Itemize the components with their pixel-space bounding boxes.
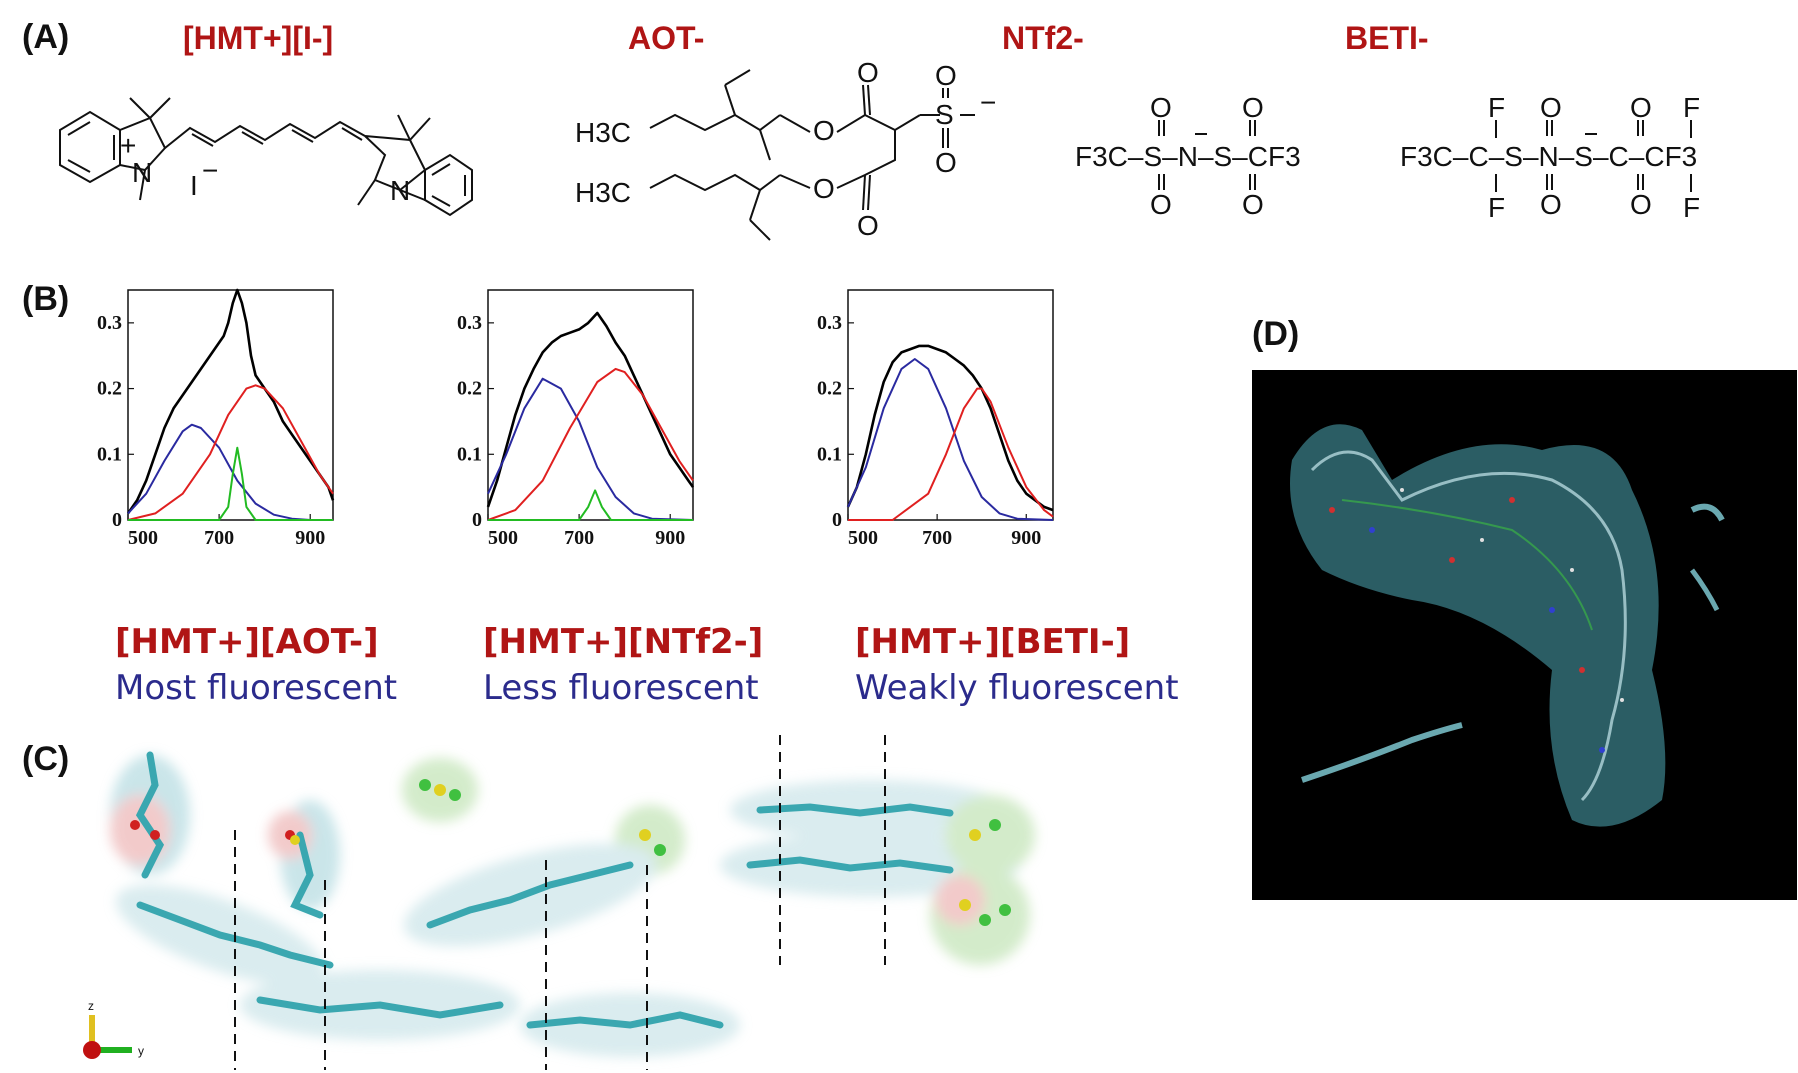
panel-d-label: (D) xyxy=(1252,315,1300,353)
spectrum-chart-ntf2: 500 700 900 0 0.1 0.2 0.3 xyxy=(457,289,695,549)
beti-formula: F3C–C–S–N–S–C–CF3 xyxy=(1400,141,1697,172)
aot-carbonyl-o-top: O xyxy=(857,60,879,88)
x-tick-label: 500 xyxy=(488,527,518,549)
svg-text:O: O xyxy=(1630,189,1652,220)
structure-title-ntf2: NTf2- xyxy=(1002,20,1084,56)
beti-structure-diagram: F F O O O O F F F3C–C–S–N–S–C–CF3 xyxy=(1400,92,1700,222)
axis-z-label: z xyxy=(88,999,94,1013)
hmt-structure-diagram: N N + I − xyxy=(59,97,473,217)
series-line-0 xyxy=(486,311,695,508)
aot-oxide: − xyxy=(980,87,996,118)
aot-sulfur: S xyxy=(935,99,954,130)
hmt-nitrogen-right: N xyxy=(390,175,410,206)
simulation-snapshot xyxy=(1252,370,1797,900)
spectrum-chart-aot: 500 700 900 0 0.1 0.2 0.3 xyxy=(97,288,335,549)
salt-desc-ntf2: Less fluorescent xyxy=(483,668,759,708)
salt-desc-beti: Weakly fluorescent xyxy=(855,668,1179,708)
aot-sulfonyl-o-top: O xyxy=(935,60,957,91)
y-tick-label: 0 xyxy=(112,509,122,531)
series-line-1 xyxy=(127,423,333,521)
series-line-1 xyxy=(847,358,1054,521)
hmt-plus-charge: + xyxy=(120,130,136,161)
y-tick-label: 0.2 xyxy=(97,378,122,400)
svg-text:O: O xyxy=(1540,92,1562,123)
x-tick-label: 900 xyxy=(295,527,325,549)
x-tick-label: 900 xyxy=(1011,527,1041,549)
svg-text:O: O xyxy=(1150,189,1172,220)
salt-name-aot: [HMT+][AOT-] xyxy=(115,622,379,662)
x-tick-label: 700 xyxy=(204,527,234,549)
y-tick-label: 0.2 xyxy=(817,378,842,400)
series-line-2 xyxy=(127,384,334,521)
axis-triad-icon xyxy=(83,1015,132,1059)
x-tick-label: 500 xyxy=(848,527,878,549)
structure-title-beti: BETI- xyxy=(1345,20,1429,56)
y-tick-label: 0.3 xyxy=(97,312,122,334)
y-tick-label: 0.2 xyxy=(457,378,482,400)
molecular-aggregate xyxy=(1290,424,1725,827)
svg-text:O: O xyxy=(1150,92,1172,123)
axis-y-label: y xyxy=(138,1044,144,1058)
aot-ester-o-bottom: O xyxy=(813,173,835,204)
salt-name-beti: [HMT+][BETI-] xyxy=(855,622,1131,662)
panel-c-label: (C) xyxy=(22,740,70,778)
ntf2-formula: F3C–S–N–S–CF3 xyxy=(1075,141,1301,172)
panel-b-label: (B) xyxy=(22,280,70,318)
series-line-0 xyxy=(846,344,1054,512)
plot-frame xyxy=(847,289,1054,521)
aot-methyl-top: H3C xyxy=(575,117,631,148)
y-tick-label: 0.1 xyxy=(457,443,482,465)
aot-methyl-bottom: H3C xyxy=(575,177,631,208)
hmt-nitrogen-left: N xyxy=(132,157,152,188)
aot-sulfonyl-o-bottom: O xyxy=(935,147,957,178)
svg-text:F: F xyxy=(1683,92,1700,123)
series-line-3 xyxy=(488,489,693,521)
svg-text:O: O xyxy=(1242,189,1264,220)
x-tick-label: 900 xyxy=(655,527,685,549)
series-line-2 xyxy=(487,367,694,521)
series-line-2 xyxy=(848,387,1054,521)
series-line-1 xyxy=(487,377,694,521)
x-tick-label: 500 xyxy=(128,527,158,549)
y-tick-label: 0 xyxy=(472,509,482,531)
aot-carbonyl-o-bottom: O xyxy=(857,210,879,241)
series-line-3 xyxy=(128,446,333,521)
svg-text:F: F xyxy=(1488,92,1505,123)
series-line-0 xyxy=(126,288,335,515)
y-tick-label: 0.3 xyxy=(457,312,482,334)
x-tick-label: 700 xyxy=(922,527,952,549)
ntf2-structure-diagram: O O O O F3C–S–N–S–CF3 xyxy=(1075,92,1301,220)
aot-ester-o-top: O xyxy=(813,115,835,146)
hmt-iodide-charge: − xyxy=(202,155,218,186)
y-tick-label: 0.1 xyxy=(817,443,842,465)
salt-desc-aot: Most fluorescent xyxy=(115,668,398,708)
panel-a-label: (A) xyxy=(22,18,70,56)
x-tick-label: 700 xyxy=(564,527,594,549)
hmt-iodide: I xyxy=(190,170,198,201)
y-tick-label: 0 xyxy=(832,509,842,531)
plot-frame xyxy=(487,289,694,521)
snapshot-beti xyxy=(720,735,1035,965)
structure-title-hmt-iodide: [HMT+][I-] xyxy=(183,20,334,56)
snapshot-ntf2 xyxy=(402,758,740,1070)
molecular-snapshots: z y xyxy=(83,735,1035,1070)
y-tick-label: 0.3 xyxy=(817,312,842,334)
structure-title-aot: AOT- xyxy=(628,20,705,56)
svg-text:O: O xyxy=(1540,189,1562,220)
svg-text:O: O xyxy=(1630,92,1652,123)
svg-text:F: F xyxy=(1683,192,1700,222)
y-tick-label: 0.1 xyxy=(97,443,122,465)
snapshot-aot xyxy=(110,751,520,1070)
plot-frame xyxy=(127,289,334,521)
salt-name-ntf2: [HMT+][NTf2-] xyxy=(483,622,764,662)
spectrum-chart-beti: 500 700 900 0 0.1 0.2 0.3 xyxy=(817,289,1054,549)
aot-structure-diagram: H3C H3C O O O O S O O − xyxy=(575,60,996,241)
svg-text:F: F xyxy=(1488,192,1505,222)
svg-text:O: O xyxy=(1242,92,1264,123)
